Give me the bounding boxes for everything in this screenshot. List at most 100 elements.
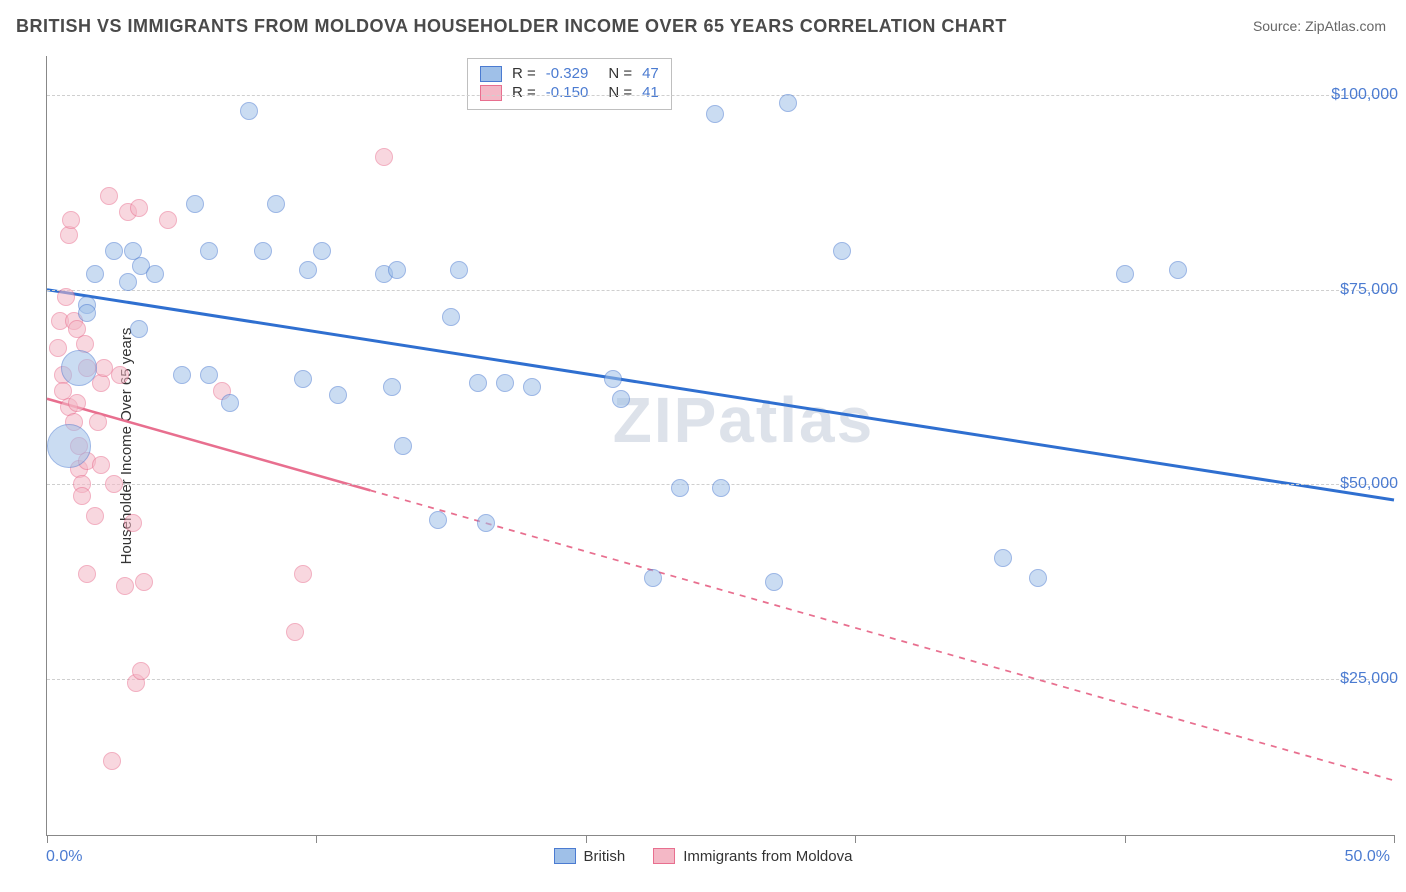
source-attribution: Source: ZipAtlas.com — [1253, 18, 1386, 34]
scatter-point — [111, 366, 129, 384]
x-tick-mark — [47, 835, 48, 843]
scatter-point — [450, 261, 468, 279]
y-tick-label: $25,000 — [1340, 670, 1398, 688]
source-link[interactable]: ZipAtlas.com — [1305, 18, 1386, 34]
scatter-point — [200, 242, 218, 260]
grid-line — [47, 290, 1394, 291]
scatter-point — [294, 370, 312, 388]
legend-swatch — [480, 66, 502, 82]
plot-area: ZIPatlas R =-0.329N =47R =-0.150N =41 $2… — [46, 56, 1394, 836]
scatter-point — [442, 308, 460, 326]
scatter-point — [1029, 569, 1047, 587]
scatter-point — [60, 226, 78, 244]
scatter-point — [375, 148, 393, 166]
scatter-point — [103, 752, 121, 770]
scatter-point — [612, 390, 630, 408]
scatter-point — [49, 339, 67, 357]
trend-line-dashed — [370, 490, 1394, 780]
scatter-point — [132, 662, 150, 680]
x-tick-mark — [1394, 835, 1395, 843]
scatter-point — [267, 195, 285, 213]
scatter-point — [92, 456, 110, 474]
scatter-point — [105, 475, 123, 493]
legend-r-label: R = — [512, 65, 536, 82]
scatter-point — [383, 378, 401, 396]
scatter-point — [159, 211, 177, 229]
legend-stats-box: R = -0.329 N = 47 R =-0.150N =41 — [467, 58, 672, 110]
legend-swatch — [653, 848, 675, 864]
legend-n-label: N = — [608, 84, 632, 101]
scatter-point — [712, 479, 730, 497]
legend-series: British Immigrants from Moldova — [0, 848, 1406, 869]
scatter-point — [130, 320, 148, 338]
scatter-point — [86, 507, 104, 525]
legend-swatch — [480, 85, 502, 101]
x-tick-mark — [855, 835, 856, 843]
legend-series-item: Immigrants from Moldova — [653, 848, 852, 865]
scatter-point — [78, 565, 96, 583]
grid-line — [47, 95, 1394, 96]
chart-title: BRITISH VS IMMIGRANTS FROM MOLDOVA HOUSE… — [16, 16, 1007, 37]
scatter-point — [73, 487, 91, 505]
scatter-point — [57, 288, 75, 306]
scatter-point — [299, 261, 317, 279]
legend-n-label: N = — [608, 65, 632, 82]
scatter-point — [62, 211, 80, 229]
scatter-point — [100, 187, 118, 205]
scatter-point — [89, 413, 107, 431]
grid-line — [47, 679, 1394, 680]
scatter-point — [1116, 265, 1134, 283]
scatter-point — [523, 378, 541, 396]
scatter-point — [329, 386, 347, 404]
legend-n-value: 47 — [642, 65, 659, 82]
scatter-point — [477, 514, 495, 532]
legend-stats-row: R = -0.329 N = 47 — [480, 65, 659, 82]
source-prefix: Source: — [1253, 18, 1305, 34]
chart-container: BRITISH VS IMMIGRANTS FROM MOLDOVA HOUSE… — [0, 0, 1406, 892]
scatter-point — [135, 573, 153, 591]
scatter-point — [994, 549, 1012, 567]
scatter-point — [124, 514, 142, 532]
scatter-point — [186, 195, 204, 213]
scatter-point — [779, 94, 797, 112]
scatter-point — [394, 437, 412, 455]
scatter-point — [105, 242, 123, 260]
legend-swatch — [554, 848, 576, 864]
scatter-point — [388, 261, 406, 279]
scatter-point — [116, 577, 134, 595]
scatter-point — [119, 273, 137, 291]
scatter-point — [429, 511, 447, 529]
y-tick-label: $75,000 — [1340, 281, 1398, 299]
scatter-point — [86, 265, 104, 283]
x-tick-mark — [1125, 835, 1126, 843]
scatter-point — [1169, 261, 1187, 279]
y-tick-label: $50,000 — [1340, 475, 1398, 493]
scatter-point — [254, 242, 272, 260]
legend-series-item: British — [554, 848, 626, 865]
scatter-point — [61, 350, 97, 386]
scatter-point — [706, 105, 724, 123]
x-tick-mark — [316, 835, 317, 843]
scatter-point — [496, 374, 514, 392]
scatter-point — [294, 565, 312, 583]
scatter-point — [130, 199, 148, 217]
scatter-point — [78, 304, 96, 322]
scatter-point — [47, 424, 91, 468]
scatter-point — [286, 623, 304, 641]
legend-series-label: Immigrants from Moldova — [683, 848, 852, 865]
legend-r-value: -0.329 — [546, 65, 589, 82]
legend-stats-row: R =-0.150N =41 — [480, 84, 659, 101]
scatter-point — [469, 374, 487, 392]
scatter-point — [240, 102, 258, 120]
scatter-point — [644, 569, 662, 587]
scatter-point — [221, 394, 239, 412]
legend-r-label: R = — [512, 84, 536, 101]
scatter-point — [68, 394, 86, 412]
scatter-point — [671, 479, 689, 497]
scatter-point — [146, 265, 164, 283]
scatter-point — [200, 366, 218, 384]
scatter-point — [173, 366, 191, 384]
scatter-point — [313, 242, 331, 260]
x-tick-mark — [586, 835, 587, 843]
trend-lines-layer — [47, 56, 1394, 835]
